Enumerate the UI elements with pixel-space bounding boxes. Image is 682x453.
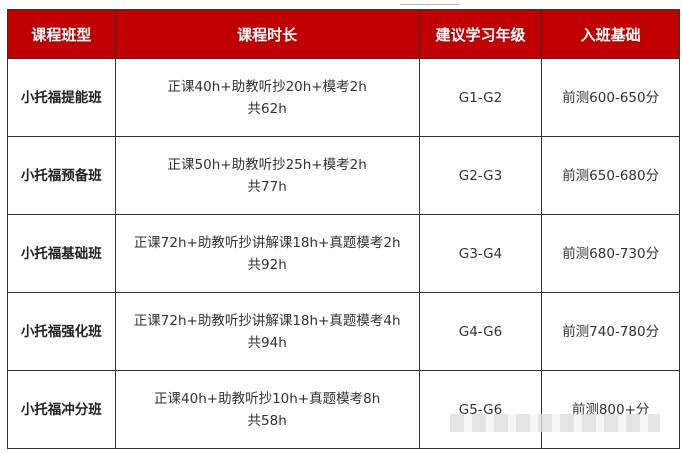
course-grade: G1-G2 xyxy=(418,58,543,137)
course-name: 小托福提能班 xyxy=(7,58,116,137)
table-row: 小托福提能班 正课40h+助教听抄20h+模考2h 共62h G1-G2 前测60… xyxy=(7,58,680,137)
course-name: 小托福强化班 xyxy=(7,292,116,371)
header-row: 课程班型 课程时长 建议学习年级 入班基础 xyxy=(7,9,680,59)
duration-detail: 正课72h+助教听抄讲解课18h+真题模考2h xyxy=(133,234,401,251)
course-duration: 正课72h+助教听抄讲解课18h+真题模考2h 共92h xyxy=(114,214,420,293)
course-duration: 正课72h+助教听抄讲解课18h+真题模考4h 共94h xyxy=(114,292,420,371)
duration-detail: 正课40h+助教听抄20h+模考2h xyxy=(167,78,367,95)
blurred-watermark xyxy=(450,414,660,432)
course-basis: 前测600-650分 xyxy=(541,58,680,137)
header-course-type: 课程班型 xyxy=(7,9,116,59)
course-basis: 前测800+分 xyxy=(541,370,680,449)
course-duration: 正课40h+助教听抄20h+模考2h 共62h xyxy=(114,58,420,137)
course-basis: 前测650-680分 xyxy=(541,136,680,215)
course-table: 课程班型 课程时长 建议学习年级 入班基础 小托福提能班 正课40h+助教听抄2… xyxy=(7,9,680,449)
course-duration: 正课40h+助教听抄10h+真题模考8h 共58h xyxy=(114,370,420,449)
course-basis: 前测740-780分 xyxy=(541,292,680,371)
course-grade: G4-G6 xyxy=(418,292,543,371)
duration-total: 共62h xyxy=(247,100,287,117)
table-row: 小托福基础班 正课72h+助教听抄讲解课18h+真题模考2h 共92h G3-G4… xyxy=(7,214,680,293)
course-grade: G5-G6 xyxy=(418,370,543,449)
duration-total: 共58h xyxy=(247,412,287,429)
table-row: 小托福预备班 正课50h+助教听抄25h+模考2h 共77h G2-G3 前测65… xyxy=(7,136,680,215)
duration-total: 共92h xyxy=(247,256,287,273)
course-grade: G2-G3 xyxy=(418,136,543,215)
table-row: 小托福冲分班 正课40h+助教听抄10h+真题模考8h 共58h G5-G6 前测… xyxy=(7,370,680,449)
duration-detail: 正课72h+助教听抄讲解课18h+真题模考4h xyxy=(133,312,401,329)
course-basis: 前测680-730分 xyxy=(541,214,680,293)
duration-detail: 正课40h+助教听抄10h+真题模考8h xyxy=(154,390,381,407)
duration-total: 共94h xyxy=(247,334,287,351)
header-grade: 建议学习年级 xyxy=(418,9,543,59)
course-duration: 正课50h+助教听抄25h+模考2h 共77h xyxy=(114,136,420,215)
cropped-caption xyxy=(400,0,460,5)
header-basis: 入班基础 xyxy=(541,9,680,59)
course-name: 小托福预备班 xyxy=(7,136,116,215)
header-duration: 课程时长 xyxy=(114,9,420,59)
duration-detail: 正课50h+助教听抄25h+模考2h xyxy=(167,156,367,173)
course-name: 小托福基础班 xyxy=(7,214,116,293)
course-grade: G3-G4 xyxy=(418,214,543,293)
table-row: 小托福强化班 正课72h+助教听抄讲解课18h+真题模考4h 共94h G4-G6… xyxy=(7,292,680,371)
duration-total: 共77h xyxy=(247,178,287,195)
course-name: 小托福冲分班 xyxy=(7,370,116,449)
